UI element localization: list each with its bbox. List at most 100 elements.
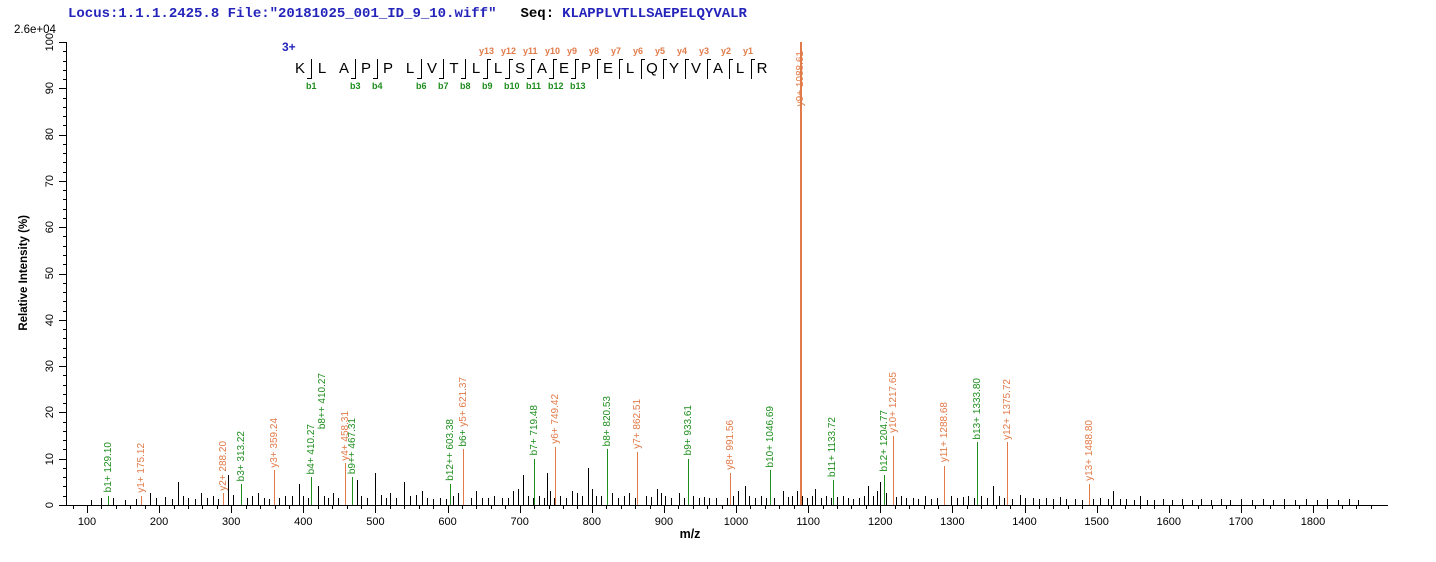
b-fragment-hook [351, 78, 356, 79]
x-minor-tick [937, 505, 939, 509]
fragment-site: b1 [306, 59, 317, 91]
y-tick [59, 273, 66, 275]
x-tick-label: 1600 [1156, 516, 1181, 528]
noise-peak [796, 491, 798, 505]
x-tick [1096, 505, 1098, 513]
peak-label: y1+ 175.12 [136, 442, 148, 493]
noise-peak [410, 495, 412, 505]
residue: R [756, 60, 768, 77]
y-tick [59, 180, 66, 182]
noise-peak [385, 498, 387, 505]
fragment-site: y9 b13 [567, 46, 586, 91]
noise-peak [656, 488, 658, 505]
noise-peak [906, 498, 908, 505]
y-minor-tick [63, 403, 66, 405]
noise-peak [992, 486, 994, 505]
x-minor-tick [692, 505, 694, 509]
x-tick-label: 900 [654, 516, 674, 528]
x-tick-label: 1700 [1228, 516, 1254, 528]
x-minor-tick [620, 505, 622, 509]
x-minor-tick [966, 505, 968, 509]
noise-peak [864, 495, 866, 505]
peak-stick [688, 458, 690, 505]
x-tick [952, 505, 954, 513]
fragment-site: y1 [743, 46, 755, 79]
noise-peak [821, 498, 823, 505]
peak-label-part: y5+ 621.37 [458, 376, 469, 427]
noise-peak [291, 495, 293, 505]
noise-peak [433, 499, 435, 505]
residue: E [602, 60, 613, 77]
x-minor-tick [245, 505, 247, 509]
x-tick [1240, 505, 1242, 513]
noise-peak [1210, 500, 1212, 505]
noise-peak [1147, 500, 1149, 505]
x-tick-label: 300 [222, 516, 241, 528]
peak-label: b3+ 313.22 [235, 430, 247, 482]
noise-peak [665, 495, 667, 505]
x-minor-tick [1226, 505, 1228, 509]
x-minor-tick [606, 505, 608, 509]
noise-peak [873, 495, 875, 505]
noise-peak [792, 495, 794, 505]
x-minor-tick [1010, 505, 1012, 509]
noise-peak [523, 474, 525, 505]
x-minor-tick [1212, 505, 1214, 509]
fragment-mark [311, 59, 312, 79]
x-minor-tick [1038, 505, 1040, 509]
noise-peak [554, 498, 556, 505]
y-fragment-hook [619, 59, 623, 60]
noise-peak [684, 498, 686, 505]
x-minor-tick [101, 505, 103, 509]
y-fragment-hook [597, 59, 601, 60]
x-minor-tick [260, 505, 262, 509]
noise-peak [1134, 500, 1136, 505]
y-minor-tick [63, 171, 66, 173]
noise-peak [1251, 500, 1253, 505]
max-intensity-value: 2.6e+04 [14, 24, 56, 36]
residue: P [580, 60, 591, 77]
y-minor-tick [63, 347, 66, 349]
noise-peak [733, 495, 735, 505]
y-ion-label: y10 [545, 46, 561, 56]
fragment-mark [509, 59, 510, 79]
y-minor-tick [63, 199, 66, 201]
fragment-mark [663, 59, 664, 79]
noise-peak [577, 493, 579, 505]
noise-peak [195, 499, 197, 505]
peak-label: b12++ 603.38 [445, 419, 457, 482]
locus-file-text: Locus:1.1.1.2425.8 File:"20181025_001_ID… [68, 6, 497, 22]
residue: V [426, 60, 437, 77]
y-minor-tick [63, 430, 66, 432]
x-minor-tick [1053, 505, 1055, 509]
y-minor-tick [63, 421, 66, 423]
x-tick [519, 505, 521, 513]
noise-peak [1316, 500, 1318, 505]
y-minor-tick [63, 217, 66, 219]
noise-peak [263, 498, 265, 505]
noise-peak [815, 488, 817, 505]
noise-peak [1139, 495, 1141, 505]
b-ion-label: b12 [548, 81, 564, 91]
noise-peak [303, 495, 305, 505]
x-axis-title: m/z [679, 527, 701, 541]
y-minor-tick [63, 125, 66, 127]
noise-peak [661, 493, 663, 505]
noise-peak [837, 496, 838, 505]
y-minor-tick [63, 467, 66, 469]
noise-peak [1075, 499, 1076, 505]
noise-peak [852, 498, 854, 505]
y-axis [66, 42, 67, 505]
b-fragment-hook [417, 78, 422, 79]
b-ion-label: b10 [504, 81, 520, 91]
y-fragment-hook [575, 59, 579, 60]
residue: T [449, 60, 459, 77]
fragment-site: y11 b11 [523, 46, 541, 91]
y-minor-tick [63, 143, 66, 145]
noise-peak [968, 495, 970, 505]
noise-peak [612, 493, 613, 505]
x-minor-tick [216, 505, 218, 509]
x-minor-tick [1284, 505, 1286, 509]
y-fragment-hook [663, 59, 667, 60]
